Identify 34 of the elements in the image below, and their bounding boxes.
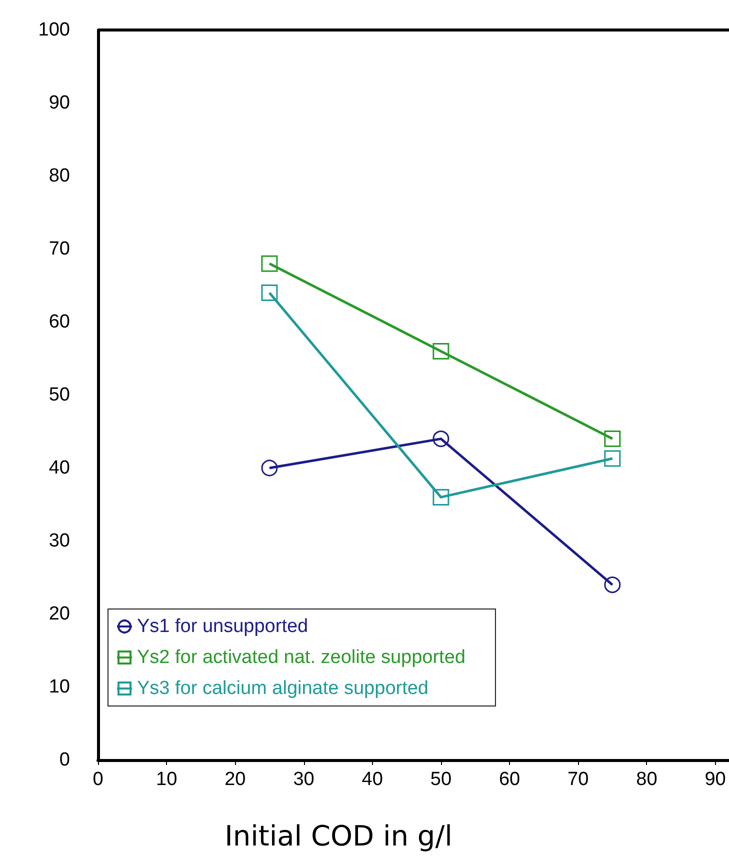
x-tick-label: 50 — [430, 769, 452, 790]
y-tick-label: 80 — [48, 166, 70, 186]
point — [261, 460, 278, 476]
y-tick-label: 90 — [48, 92, 70, 114]
x-tick-label: 70 — [568, 769, 589, 790]
point — [261, 284, 278, 302]
x-tick-label: 90 — [704, 769, 726, 790]
x-tick-label: 40 — [362, 769, 383, 790]
x-axis-title: Initial COD in g/l — [224, 820, 452, 852]
point — [604, 576, 621, 594]
y-tick-label: 10 — [48, 676, 70, 698]
y-tick-label: 50 — [48, 384, 70, 406]
y-tick-label: 40 — [48, 458, 70, 478]
legend-label: Ys3 for calcium alginate supported — [137, 678, 428, 699]
point — [604, 450, 621, 467]
x-tick-label: 10 — [156, 769, 178, 790]
legend-label: Ys1 for unsupported — [137, 616, 308, 637]
x-tick-label: 20 — [224, 769, 246, 790]
y-tick-label: 20 — [48, 604, 70, 624]
y-tick-label: 100 — [38, 20, 70, 40]
point — [604, 430, 621, 448]
point — [432, 488, 450, 506]
x-tick-label: 0 — [92, 769, 104, 790]
y-tick-label: 70 — [48, 238, 70, 260]
y-tick-label: 30 — [48, 530, 70, 552]
x-tick-label: 30 — [293, 769, 314, 790]
x-tick-label: 60 — [498, 769, 520, 790]
point — [432, 430, 450, 448]
x-tick-label: 80 — [636, 769, 658, 790]
legend-label: Ys2 for activated nat. zeolite supported — [137, 647, 466, 668]
y-tick-label: 60 — [48, 312, 70, 332]
point — [261, 255, 278, 272]
point — [432, 342, 450, 360]
y-tick-label: 0 — [59, 750, 70, 770]
